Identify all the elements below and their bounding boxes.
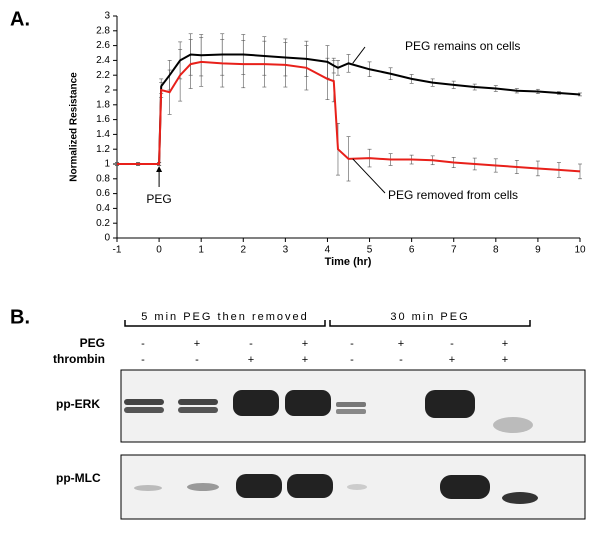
lane-sign: +	[449, 354, 455, 366]
x-tick-label: 10	[574, 245, 586, 256]
bands	[124, 390, 538, 504]
callout-line	[352, 158, 386, 194]
y-tick-label: 2.6	[96, 40, 110, 51]
annotation-arrow	[156, 166, 163, 172]
y-tick-label: 2	[104, 85, 110, 96]
lane-sign: +	[248, 354, 254, 366]
annotation: PEG	[146, 192, 171, 206]
x-axis-title: Time (hr)	[325, 256, 372, 268]
x-tick-label: 2	[240, 245, 246, 256]
series-label: PEG removed from cells	[388, 188, 518, 202]
lane-sign: +	[302, 338, 308, 350]
lane-sign: +	[302, 354, 308, 366]
x-tick-label: 7	[451, 245, 457, 256]
y-tick-label: 0.4	[96, 203, 110, 214]
band-label: pp-MLC	[56, 471, 101, 485]
row-label: PEG	[80, 336, 105, 350]
lane-sign: -	[350, 338, 354, 350]
y-tick-label: 1	[104, 159, 110, 170]
y-tick-label: 1.4	[96, 129, 110, 140]
y-axis-title: Normalized Resistance	[69, 72, 80, 182]
series-line	[117, 53, 581, 165]
x-tick-label: 1	[198, 245, 204, 256]
lane-sign: +	[194, 338, 200, 350]
lane-sign: -	[141, 354, 145, 366]
y-tick-label: 0.6	[96, 188, 110, 199]
lane-sign: -	[141, 338, 145, 350]
y-tick-label: 0.2	[96, 218, 110, 229]
lane-sign: +	[502, 354, 508, 366]
y-tick-label: 1.8	[96, 99, 110, 110]
series-line	[117, 60, 581, 173]
y-tick-label: 0	[104, 233, 110, 244]
y-tick-label: 2.8	[96, 25, 110, 36]
blot	[120, 320, 586, 520]
lane-sign: -	[195, 354, 199, 366]
panel-label: A.	[10, 8, 30, 30]
group-label: 30 min PEG	[390, 311, 469, 323]
lane-sign: -	[399, 354, 403, 366]
group-label: 5 min PEG then removed	[141, 311, 309, 323]
x-tick-label: 3	[283, 245, 289, 256]
lane-sign: -	[350, 354, 354, 366]
lane-sign: +	[502, 338, 508, 350]
panel-label: B.	[10, 306, 30, 328]
x-tick-label: -1	[113, 245, 122, 256]
y-tick-label: 2.2	[96, 70, 110, 81]
x-tick-label: 8	[493, 245, 499, 256]
lane-sign: +	[398, 338, 404, 350]
x-tick-label: 0	[156, 245, 162, 256]
row-label: thrombin	[53, 352, 105, 366]
series-label: PEG remains on cells	[405, 39, 520, 53]
band-label: pp-ERK	[56, 397, 100, 411]
y-tick-label: 2.4	[96, 55, 110, 66]
group-bracket	[124, 320, 531, 327]
y-tick-label: 1.6	[96, 114, 110, 125]
y-tick-label: 3	[104, 11, 110, 22]
x-tick-label: 9	[535, 245, 541, 256]
y-tick-label: 1.2	[96, 144, 110, 155]
x-tick-label: 6	[409, 245, 415, 256]
y-tick-label: 0.8	[96, 173, 110, 184]
x-tick-label: 5	[367, 245, 373, 256]
lane-sign: -	[249, 338, 253, 350]
lane-sign: -	[450, 338, 454, 350]
x-tick-label: 4	[325, 245, 331, 256]
callout-line	[352, 46, 366, 64]
